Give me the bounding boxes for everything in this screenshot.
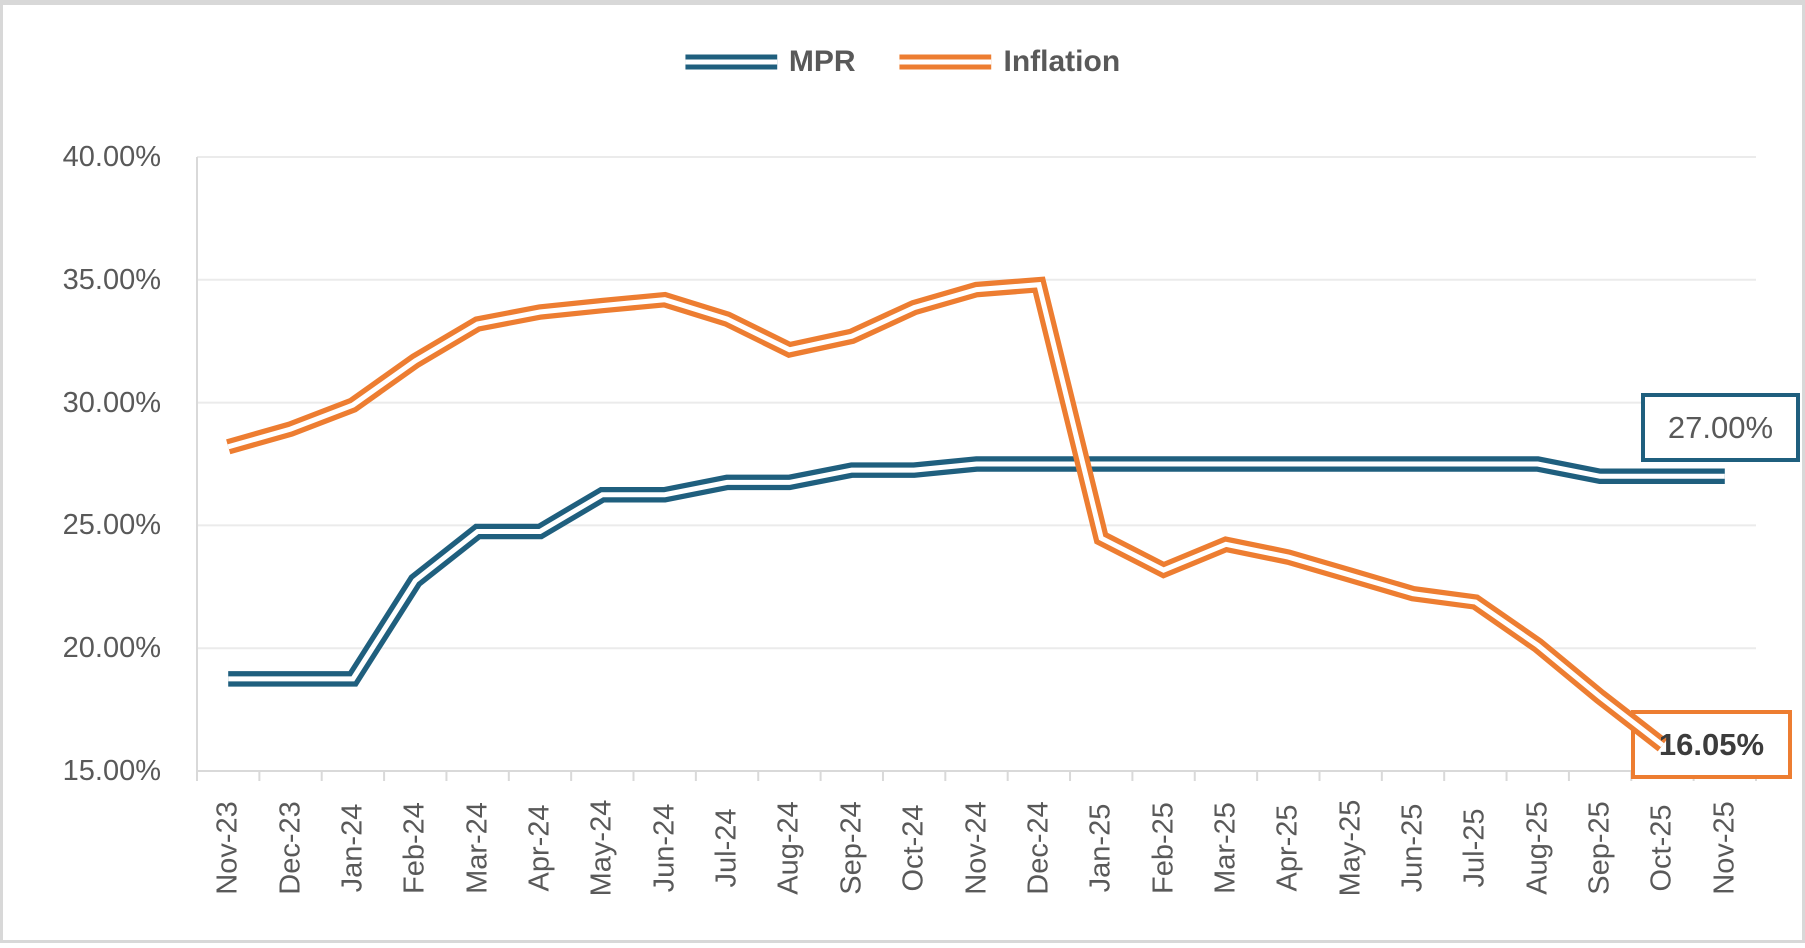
inflation-line-marker-icon [899, 54, 992, 70]
x-tick-label: Dec-24 [1022, 801, 1055, 895]
x-tick-label: Jan-25 [1084, 803, 1117, 893]
x-tick-label: Apr-25 [1271, 804, 1304, 892]
x-tick-label: Mar-25 [1209, 802, 1242, 894]
inflation-end-value-label: 16.05% [1658, 726, 1765, 762]
legend: MPR Inflation [684, 45, 1121, 79]
x-tick-label: Nov-25 [1708, 801, 1741, 895]
x-tick-label: Aug-24 [772, 801, 805, 895]
y-tick-label: 40.00% [62, 141, 161, 173]
x-tick-label: Oct-24 [897, 804, 930, 892]
y-tick-label: 35.00% [62, 263, 161, 296]
x-tick-label: Jun-24 [648, 803, 681, 893]
x-tick-label: May-25 [1334, 799, 1367, 897]
legend-label-mpr: MPR [788, 45, 856, 78]
legend-item-mpr: MPR [684, 45, 856, 79]
x-tick-label: Sep-24 [835, 801, 868, 895]
legend-item-inflation: Inflation [899, 45, 1121, 79]
x-tick-label: Feb-25 [1147, 802, 1180, 894]
x-tick-label: Dec-23 [274, 801, 307, 895]
y-tick-label: 30.00% [62, 386, 161, 419]
x-tick-label: Mar-24 [461, 802, 494, 894]
x-tick-label: Nov-23 [211, 801, 244, 895]
x-tick-label: Aug-25 [1521, 801, 1554, 895]
x-tick-label: Oct-25 [1645, 804, 1678, 892]
y-tick-label: 25.00% [62, 509, 161, 542]
line-chart: MPR Inflation 40.00% 35.00% 30.00% 25.00% 20… [3, 5, 1802, 940]
y-tick-label: 20.00% [62, 632, 161, 665]
mpr-end-value-label: 27.00% [1667, 409, 1774, 445]
x-tick-label: Jun-25 [1396, 803, 1429, 893]
x-tick-label: Jul-25 [1458, 808, 1491, 888]
x-tick-label: Feb-24 [398, 802, 431, 894]
plot-area-svg [196, 156, 1800, 781]
x-tick-label: Jan-24 [336, 803, 369, 893]
mpr-line-marker-icon [684, 54, 777, 70]
x-tick-label: Nov-24 [960, 801, 992, 895]
y-tick-label: 15.00% [62, 755, 161, 787]
legend-label-inflation: Inflation [1003, 45, 1121, 78]
x-tick-label: Sep-25 [1583, 801, 1616, 895]
x-tick-label: Apr-24 [523, 804, 556, 892]
x-tick-label: Jul-24 [710, 808, 743, 888]
x-tick-label: May-24 [585, 799, 618, 897]
